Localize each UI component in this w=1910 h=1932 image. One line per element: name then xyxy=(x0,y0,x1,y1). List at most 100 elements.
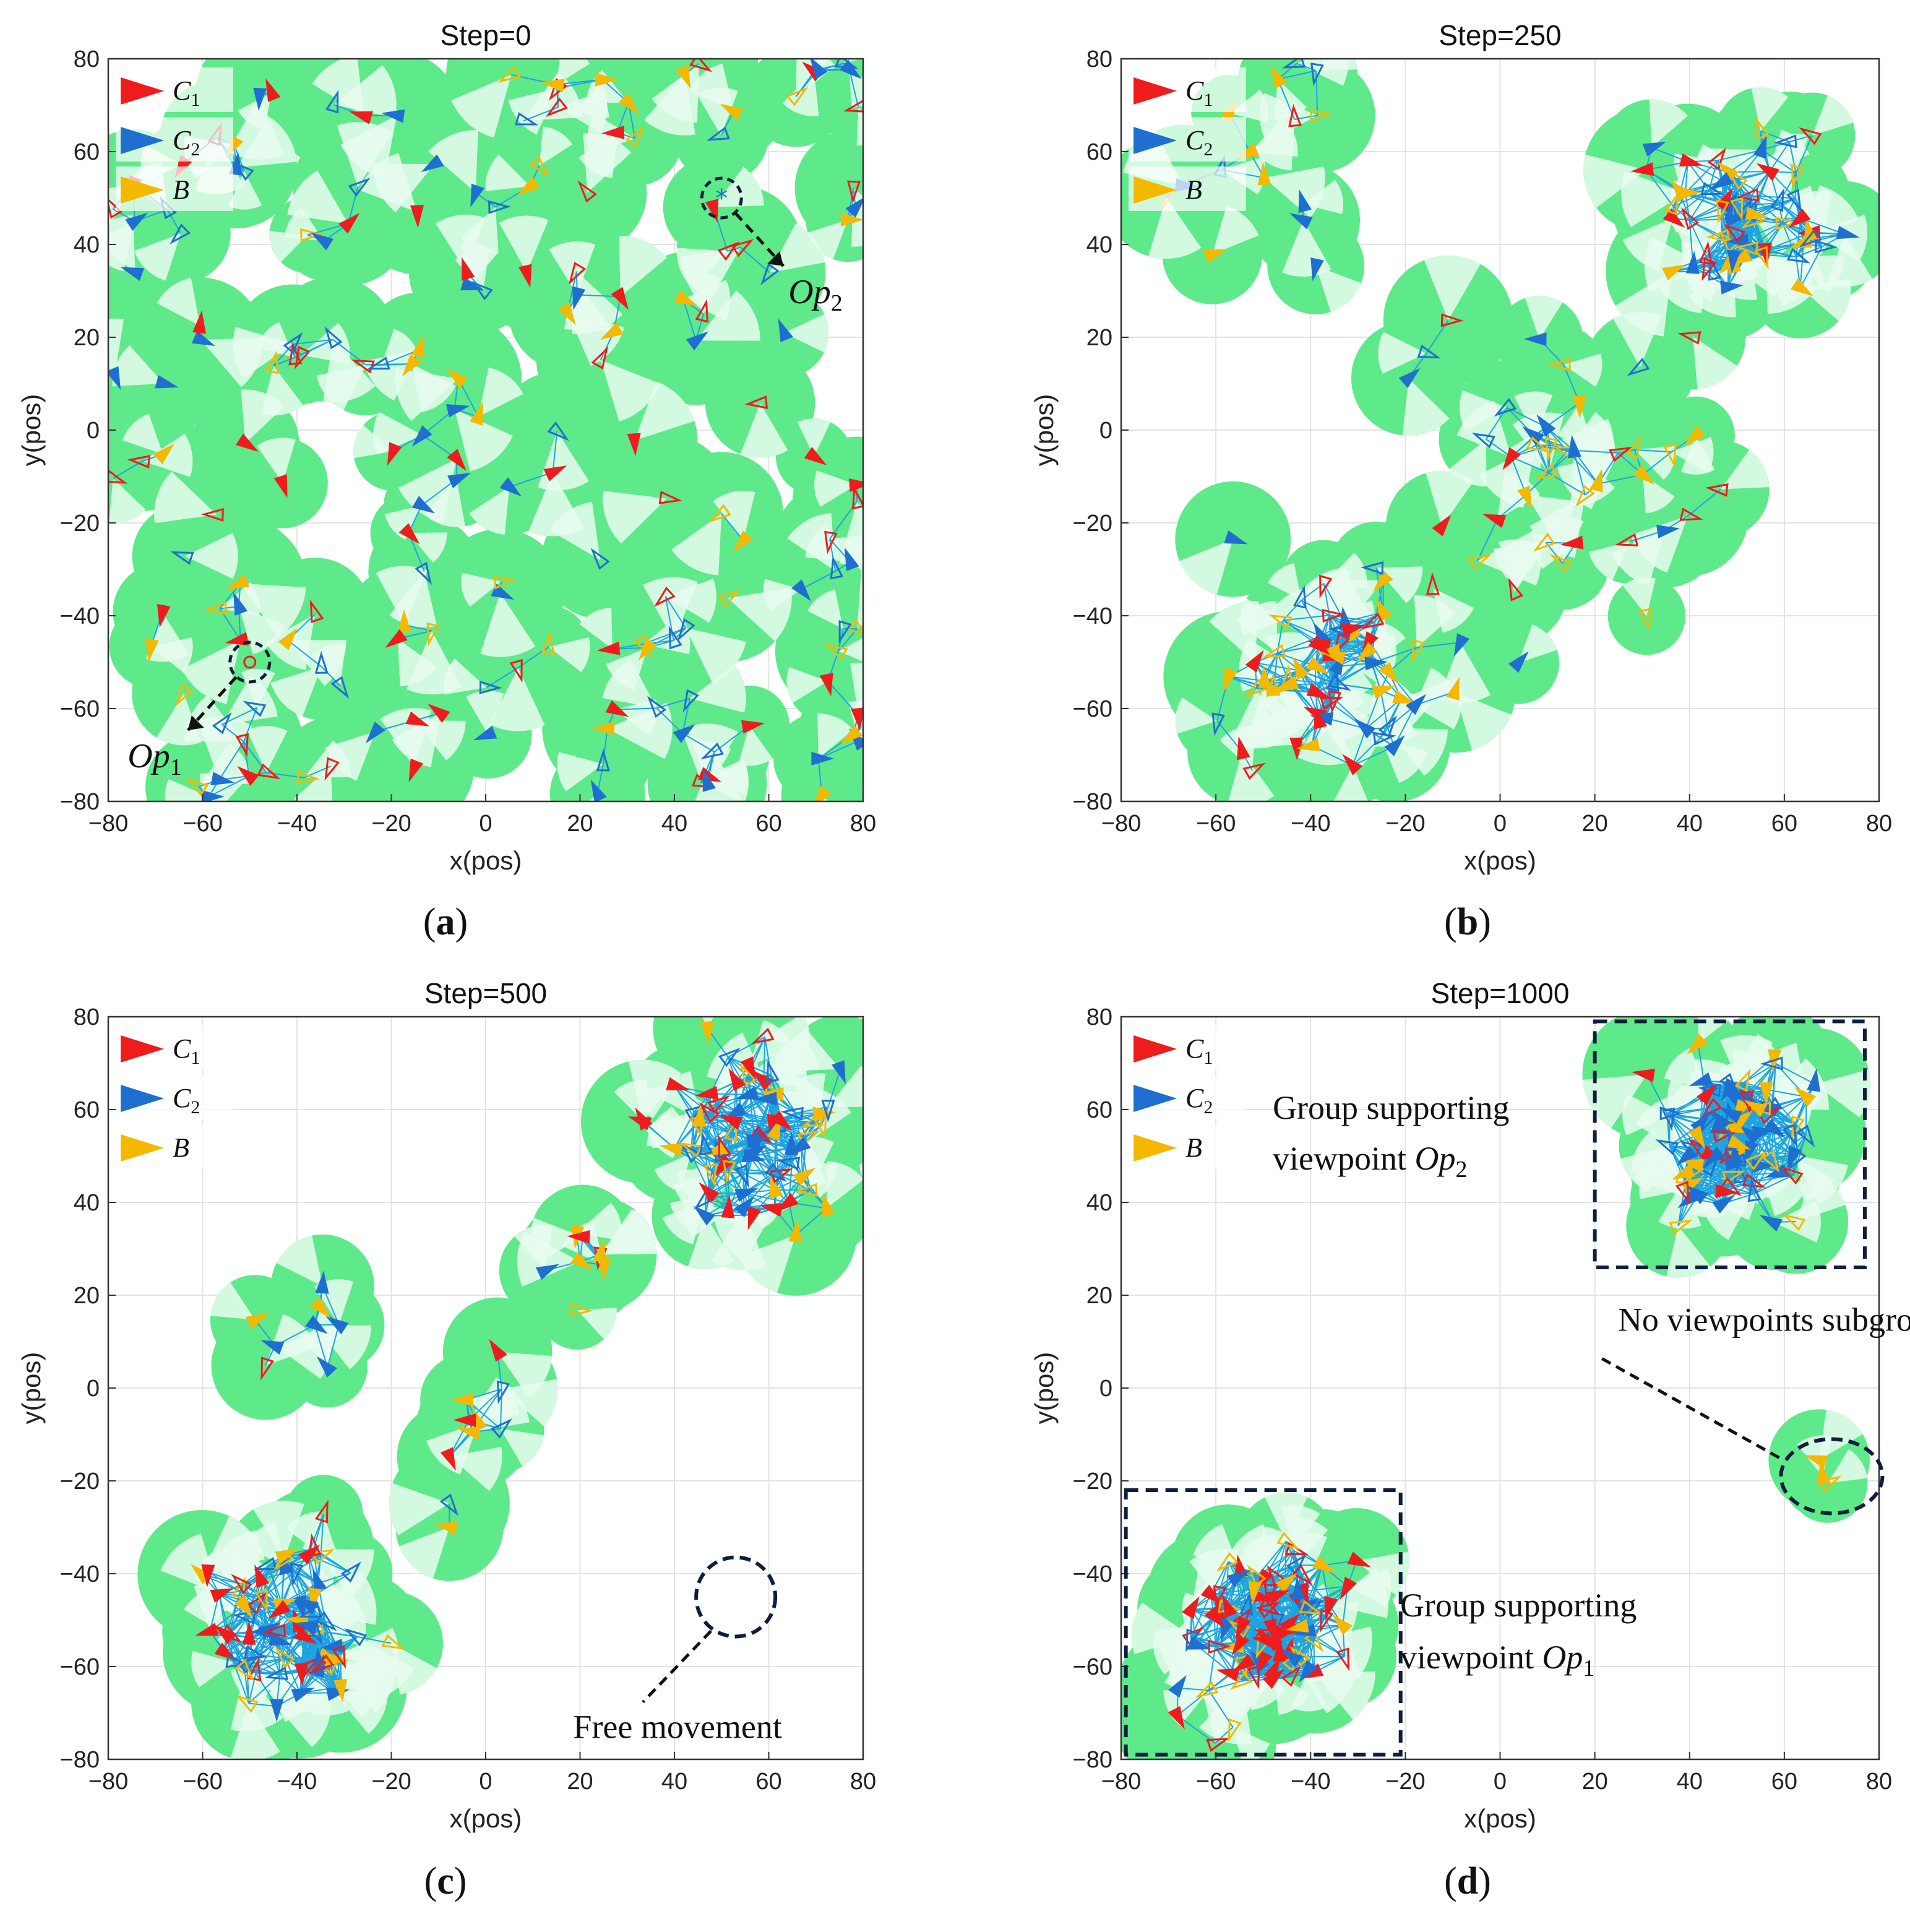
agent-marker xyxy=(668,626,682,650)
agent-marker xyxy=(1522,426,1545,446)
agent-marker xyxy=(529,155,550,178)
x-tick-label: 0 xyxy=(1494,811,1507,837)
y-tick-label: 60 xyxy=(74,139,100,165)
agent-marker xyxy=(1268,615,1293,630)
agent-marker xyxy=(618,92,640,114)
agent-marker xyxy=(1736,188,1760,202)
agent-marker xyxy=(260,1356,275,1381)
agent-link xyxy=(1573,450,1586,495)
agent-marker xyxy=(283,332,303,355)
agent-view-sector xyxy=(817,714,853,759)
agent-marker xyxy=(1328,690,1342,714)
agent-marker xyxy=(1638,608,1652,632)
agent-marker xyxy=(767,1117,781,1141)
agent-view-sector xyxy=(577,1307,617,1340)
agent-marker xyxy=(851,707,863,731)
agent-marker xyxy=(262,1623,286,1637)
y-tick-label: −20 xyxy=(60,511,100,537)
agent-view-sector xyxy=(814,470,857,507)
agent-marker xyxy=(835,59,859,69)
agent-marker xyxy=(1663,443,1677,467)
agent-view-sector xyxy=(108,215,136,272)
agent-marker xyxy=(541,79,565,93)
agent-marker xyxy=(496,1380,510,1404)
agent-view-sector xyxy=(411,364,456,413)
agent-view-sector xyxy=(1449,439,1487,487)
agent-link xyxy=(721,513,744,541)
agent-marker xyxy=(1633,465,1655,485)
agent-view-sector xyxy=(1828,1449,1868,1483)
agent-marker xyxy=(1379,662,1399,684)
agent-view-sector xyxy=(1800,278,1851,321)
agent-marker xyxy=(811,751,835,765)
y-tick-label: 60 xyxy=(74,1097,100,1123)
agent-marker xyxy=(201,1564,215,1588)
agent-marker xyxy=(1293,585,1307,609)
agent-marker xyxy=(839,59,862,79)
agent-marker xyxy=(1523,332,1547,347)
agent-marker xyxy=(1662,264,1686,281)
agent-marker xyxy=(242,1621,256,1645)
agent-link xyxy=(1738,171,1771,207)
agent-link xyxy=(755,1141,792,1149)
free-movement-highlight xyxy=(694,1555,778,1639)
agent-marker xyxy=(568,261,587,285)
agent-marker xyxy=(246,1313,269,1329)
x-tick-label: −40 xyxy=(1291,811,1330,837)
agent-view-sector xyxy=(397,639,437,686)
agent-marker xyxy=(754,1092,777,1106)
agent-marker xyxy=(699,1102,720,1124)
agent-link xyxy=(1688,190,1710,221)
agent-view-sector xyxy=(1518,624,1557,663)
agent-marker xyxy=(605,700,629,717)
agent-marker xyxy=(830,556,844,580)
legend-marker-B xyxy=(121,176,164,204)
agent-marker xyxy=(1376,598,1393,622)
agent-link xyxy=(233,1662,250,1704)
agent-marker xyxy=(479,680,502,694)
agent-marker xyxy=(509,658,523,683)
agent-marker xyxy=(1308,635,1330,655)
agent-link xyxy=(347,186,359,224)
agent-view-sector xyxy=(1669,207,1721,267)
agent-marker xyxy=(747,1206,762,1230)
y-tick-label: −20 xyxy=(60,1468,100,1494)
x-tick-label: −60 xyxy=(183,811,222,837)
agent-link xyxy=(1800,217,1845,235)
agent-marker xyxy=(728,1067,746,1092)
agent-marker xyxy=(1288,103,1302,127)
agent-view-sector xyxy=(1763,254,1815,307)
legend-marker-B xyxy=(121,1134,164,1162)
agent-marker xyxy=(397,609,411,632)
agent-view-sector xyxy=(499,215,549,273)
agent-link xyxy=(704,1120,734,1149)
agent-marker xyxy=(765,1162,787,1183)
agent-view-sector xyxy=(686,723,739,783)
agent-marker xyxy=(1270,66,1288,89)
agent-view-sector xyxy=(1620,171,1686,228)
agent-range-disc xyxy=(705,348,815,458)
agent-marker xyxy=(1679,153,1703,167)
agent-view-sector xyxy=(556,59,590,85)
agent-marker xyxy=(766,1059,780,1084)
agent-view-sector xyxy=(373,412,423,455)
agent-view-sector xyxy=(298,1657,349,1715)
agent-view-sector xyxy=(1499,539,1544,592)
agent-marker xyxy=(1775,216,1799,230)
agent-link xyxy=(682,299,697,341)
agent-view-sector xyxy=(1388,728,1448,776)
agent-view-sector xyxy=(270,666,322,717)
agent-marker xyxy=(325,90,339,114)
agent-marker xyxy=(776,1157,801,1170)
agent-marker xyxy=(1734,241,1758,256)
agent-marker xyxy=(410,205,424,228)
agent-marker xyxy=(1533,533,1556,552)
agent-view-sector xyxy=(1582,1074,1648,1129)
agent-marker xyxy=(308,1533,322,1557)
legend-marker-B xyxy=(1134,176,1177,204)
agent-view-sector xyxy=(850,662,863,715)
agent-marker xyxy=(1536,414,1556,437)
agent-link xyxy=(1288,644,1319,681)
agent-marker xyxy=(794,1183,818,1197)
